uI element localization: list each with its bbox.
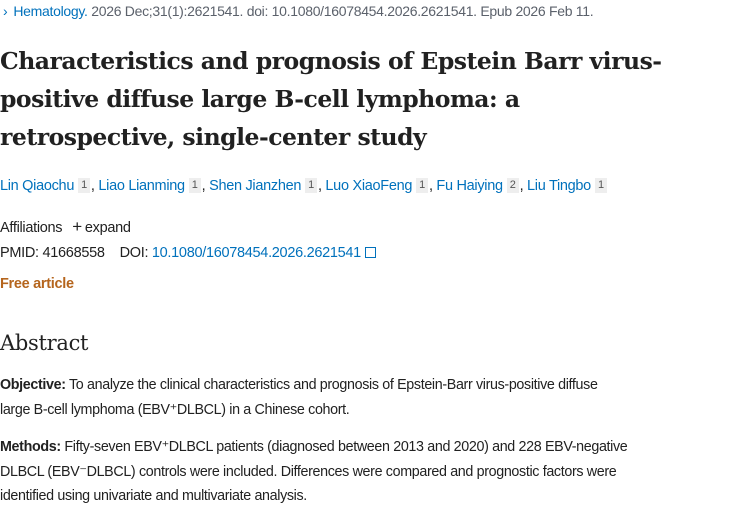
author-link[interactable]: Lin Qiaochu xyxy=(0,178,75,194)
affiliations-row: Affiliations + expand xyxy=(0,217,131,237)
author-link[interactable]: Liu Tingbo xyxy=(527,178,591,194)
plus-icon: + xyxy=(72,217,82,236)
identifiers: PMID: 41668558 DOI: 10.1080/16078454.202… xyxy=(0,245,376,261)
doi-link[interactable]: 10.1080/16078454.2026.2621541 xyxy=(151,245,361,261)
author-link[interactable]: Fu Haiying xyxy=(436,178,503,194)
pmid-value: 41668558 xyxy=(42,245,105,261)
chevron-right-icon[interactable]: › xyxy=(3,3,8,19)
objective-label: Objective: xyxy=(0,377,66,393)
article-title: Characteristics and prognosis of Epstein… xyxy=(0,42,662,156)
citation: › Hematology. 2026 Dec;31(1):2621541. doi… xyxy=(3,3,594,19)
journal-link[interactable]: Hematology. xyxy=(13,3,88,19)
expand-affiliations-button[interactable]: + expand xyxy=(62,217,131,236)
affiliation-ref[interactable]: 2 xyxy=(506,178,519,193)
citation-details: 2026 Dec;31(1):2621541. doi: 10.1080/160… xyxy=(91,3,594,19)
methods-text: identified using univariate and multivar… xyxy=(0,488,307,504)
objective-text: large B-cell lymphoma (EBV⁺DLBCL) in a C… xyxy=(0,401,350,418)
affiliation-ref[interactable]: 1 xyxy=(305,178,317,193)
affiliations-label: Affiliations xyxy=(0,220,63,236)
affiliation-ref[interactable]: 1 xyxy=(416,178,428,193)
external-link-icon[interactable] xyxy=(364,247,376,258)
methods-text: Fifty-seven EBV⁺DLBCL patients (diagnose… xyxy=(60,439,628,455)
abstract-methods: Methods: Fifty-seven EBV⁺DLBCL patients … xyxy=(0,435,628,509)
expand-label: expand xyxy=(84,220,131,236)
methods-text: DLBCL (EBV⁻DLBCL) controls were included… xyxy=(0,463,617,480)
author-link[interactable]: Liao Lianming xyxy=(98,178,185,194)
author-link[interactable]: Luo XiaoFeng xyxy=(325,178,413,194)
methods-label: Methods: xyxy=(0,439,61,455)
affiliation-ref[interactable]: 1 xyxy=(78,178,90,193)
abstract-heading: Abstract xyxy=(0,331,89,355)
author-link[interactable]: Shen Jianzhen xyxy=(209,178,302,194)
objective-text: To analyze the clinical characteristics … xyxy=(65,377,598,393)
title-line: positive diffuse large B-cell lymphoma: … xyxy=(0,85,520,113)
affiliation-ref[interactable]: 1 xyxy=(594,178,607,193)
pmid-label: PMID: xyxy=(0,245,39,261)
title-line: Characteristics and prognosis of Epstein… xyxy=(0,47,662,75)
doi-label: DOI: xyxy=(119,245,149,261)
affiliation-ref[interactable]: 1 xyxy=(188,178,201,193)
free-article-badge: Free article xyxy=(0,276,74,292)
author-list: Lin Qiaochu 1, Liao Lianming 1, Shen Jianz… xyxy=(0,178,608,194)
title-line: retrospective, single-center study xyxy=(0,123,427,151)
abstract-objective: Objective: To analyze the clinical chara… xyxy=(0,373,598,422)
